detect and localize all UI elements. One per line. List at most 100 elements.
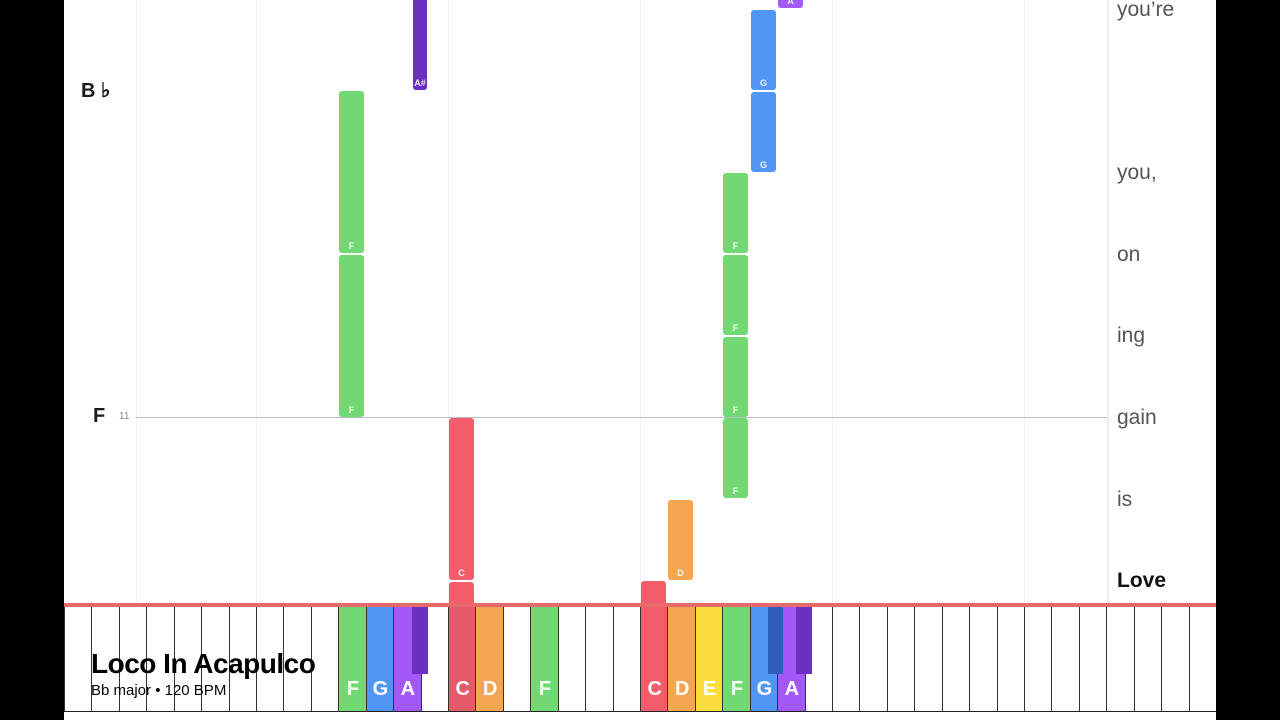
note-block: G <box>751 92 776 172</box>
note-block: G <box>751 10 776 90</box>
key-note-label: C <box>647 678 662 700</box>
note-block: F <box>723 255 748 335</box>
note-block: A <box>778 0 803 8</box>
white-key[interactable] <box>146 607 174 711</box>
black-key[interactable] <box>768 607 783 674</box>
white-key[interactable] <box>118 607 147 711</box>
key-note-label: C <box>455 678 470 700</box>
white-key[interactable] <box>886 607 915 711</box>
white-key[interactable] <box>1024 607 1052 711</box>
song-title: Loco In Acapulco <box>91 648 316 679</box>
white-key[interactable] <box>502 607 531 711</box>
note-block: F <box>339 91 364 253</box>
white-key[interactable] <box>832 607 860 711</box>
white-key[interactable] <box>91 607 119 711</box>
white-key[interactable]: F <box>722 607 751 711</box>
note-label: A# <box>414 78 426 88</box>
key-label-f: F <box>93 405 106 427</box>
white-key[interactable] <box>1133 607 1162 711</box>
white-key[interactable]: E <box>694 607 724 711</box>
white-key[interactable]: D <box>667 607 696 711</box>
key-note-label: E <box>702 678 717 700</box>
white-key[interactable] <box>228 607 257 711</box>
key-note-label: G <box>756 678 773 700</box>
note-label: F <box>732 241 739 251</box>
grid-line <box>448 0 449 604</box>
note-block <box>641 581 666 607</box>
key-note-label: A <box>400 678 416 700</box>
note-label: F <box>732 323 739 333</box>
lyrics-divider <box>1107 0 1109 604</box>
white-key[interactable]: C <box>448 607 477 711</box>
line-number: 11 <box>119 411 130 422</box>
note-block: C <box>449 418 474 580</box>
white-key[interactable] <box>612 607 641 711</box>
grid-line <box>832 0 833 604</box>
grid-line <box>136 0 137 604</box>
white-key[interactable]: D <box>475 607 504 711</box>
key-note-label: F <box>538 678 552 700</box>
staff-line-f <box>136 417 1107 418</box>
white-key[interactable] <box>859 607 887 711</box>
key-label-bflat: B ♭ <box>81 80 111 102</box>
piano-roll-stage: B ♭ F 11 A# F F C D F F F F G G A you’re you, on ing ga… <box>64 0 1216 720</box>
note-block <box>449 582 474 607</box>
white-key[interactable] <box>914 607 942 711</box>
white-key[interactable] <box>64 607 92 711</box>
white-key[interactable] <box>173 607 202 711</box>
note-block: F <box>723 337 748 417</box>
hit-line <box>64 603 1216 607</box>
note-label: F <box>732 486 739 496</box>
white-key[interactable] <box>585 607 613 711</box>
white-key[interactable]: C <box>640 607 669 711</box>
key-note-label: D <box>482 678 498 700</box>
white-key[interactable] <box>256 607 284 711</box>
note-label: F <box>348 405 355 415</box>
white-key[interactable] <box>557 607 586 711</box>
white-key[interactable] <box>1078 607 1107 711</box>
key-note-label: D <box>674 678 690 700</box>
song-meta: Bb major • 120 BPM <box>91 682 227 699</box>
note-block: A# <box>413 0 427 90</box>
white-key[interactable] <box>1161 607 1189 711</box>
lyric-word: on <box>1117 243 1141 266</box>
note-label: D <box>677 568 684 578</box>
grid-line <box>256 0 257 604</box>
white-key[interactable] <box>201 607 229 711</box>
black-key[interactable] <box>796 607 812 674</box>
key-note-label: F <box>730 678 744 700</box>
white-key[interactable] <box>283 607 311 711</box>
lyric-active: Love <box>1117 569 1167 592</box>
note-label: C <box>458 568 465 578</box>
white-key[interactable] <box>941 607 970 711</box>
note-label: F <box>348 241 355 251</box>
note-block: F <box>339 255 364 417</box>
note-label: A <box>787 0 794 6</box>
white-key[interactable] <box>969 607 997 711</box>
white-key[interactable]: G <box>365 607 395 711</box>
white-key[interactable] <box>310 607 339 711</box>
lyric-word: gain <box>1117 406 1157 429</box>
grid-line <box>1024 0 1025 604</box>
key-note-label: G <box>372 678 389 700</box>
lyric-word: you’re <box>1117 0 1175 21</box>
white-key[interactable] <box>1106 607 1134 711</box>
lyric-word: you, <box>1117 161 1157 184</box>
white-key[interactable] <box>996 607 1025 711</box>
note-block: F <box>723 173 748 253</box>
black-key[interactable] <box>412 607 428 674</box>
white-key[interactable]: F <box>530 607 559 711</box>
grid-line <box>640 0 641 604</box>
white-key[interactable] <box>1188 607 1216 711</box>
lyric-word: ing <box>1117 324 1146 347</box>
key-note-label: A <box>784 678 800 700</box>
white-key[interactable]: F <box>338 607 367 711</box>
note-label: G <box>759 78 767 88</box>
note-label: F <box>732 405 739 415</box>
note-block: F <box>723 418 748 498</box>
white-key[interactable] <box>1051 607 1079 711</box>
lyric-word: is <box>1117 488 1133 511</box>
note-label: G <box>759 160 767 170</box>
note-block: D <box>668 500 693 580</box>
